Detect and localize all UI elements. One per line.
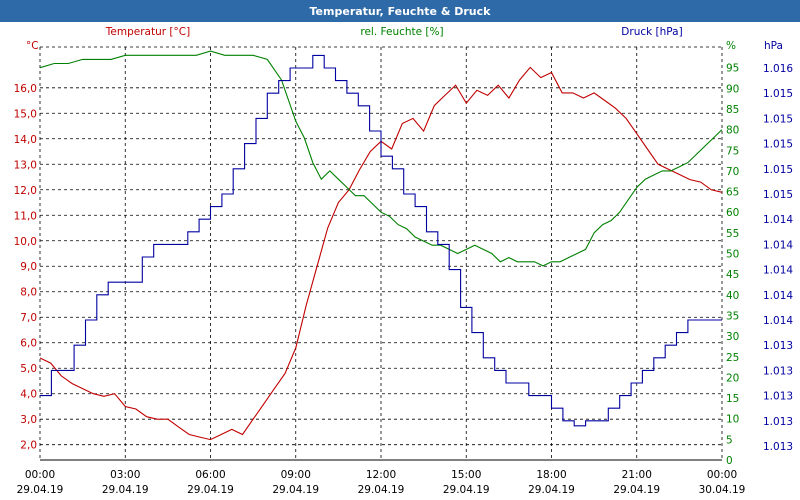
humidity-tick-label: 15 bbox=[726, 393, 739, 405]
x-tick-time: 03:00 bbox=[110, 469, 140, 481]
x-tick-date: 29.04.19 bbox=[443, 484, 490, 496]
x-tick-date: 29.04.19 bbox=[272, 484, 319, 496]
temperature-tick-label: 7,0 bbox=[20, 312, 37, 324]
pressure-tick-label: 1.015 bbox=[763, 189, 793, 201]
pressure-tick-label: 1.013 bbox=[763, 416, 793, 428]
x-tick-date: 29.04.19 bbox=[187, 484, 234, 496]
pressure-axis-ticks: 1.016 1.015 1.015 1.015 1.015 1.015 1.014 1.014… bbox=[763, 63, 793, 453]
x-tick-time: 06:00 bbox=[195, 469, 225, 481]
temperature-tick-label: 10,0 bbox=[14, 236, 37, 248]
humidity-tick-label: 20 bbox=[726, 372, 739, 384]
x-axis-ticks: 00:00 29.04.19 03:00 29.04.19 06:00 29.04.19 0… bbox=[17, 469, 746, 496]
pressure-tick-label: 1.014 bbox=[763, 265, 793, 277]
x-tick-date: 29.04.19 bbox=[102, 484, 149, 496]
humidity-tick-label: 50 bbox=[726, 249, 739, 261]
series bbox=[39, 50, 723, 441]
pressure-tick-label: 1.014 bbox=[763, 315, 793, 327]
x-tick-time: 09:00 bbox=[281, 469, 311, 481]
pressure-tick-label: 1.015 bbox=[763, 113, 793, 125]
x-tick-date: 29.04.19 bbox=[528, 484, 575, 496]
humidity-tick-label: 60 bbox=[726, 207, 739, 219]
temperature-series-label: Temperatur [°C] bbox=[105, 26, 190, 38]
humidity-tick-label: 35 bbox=[726, 310, 739, 322]
title-bar-bg bbox=[0, 0, 800, 22]
pressure-unit-label: hPa bbox=[764, 40, 783, 52]
pressure-series-label: Druck [hPa] bbox=[621, 26, 682, 38]
pressure-tick-label: 1.015 bbox=[763, 164, 793, 176]
x-tick-date: 29.04.19 bbox=[17, 484, 64, 496]
x-tick-date: 29.04.19 bbox=[613, 484, 660, 496]
humidity-tick-label: 0 bbox=[726, 455, 733, 467]
humidity-tick-label: 25 bbox=[726, 352, 739, 364]
temperature-tick-label: 8,0 bbox=[20, 287, 37, 299]
pressure-tick-label: 1.013 bbox=[763, 340, 793, 352]
grid bbox=[39, 46, 723, 461]
temperature-tick-label: 13,0 bbox=[14, 159, 37, 171]
pressure-tick-label: 1.015 bbox=[763, 88, 793, 100]
humidity-tick-label: 65 bbox=[726, 187, 739, 199]
humidity-tick-label: 75 bbox=[726, 145, 739, 157]
pressure-tick-label: 1.013 bbox=[763, 391, 793, 403]
humidity-tick-label: 45 bbox=[726, 269, 739, 281]
title-bar: Temperatur, Feuchte & Druck bbox=[0, 0, 800, 22]
x-tick-date: 29.04.19 bbox=[358, 484, 405, 496]
pressure-tick-label: 1.013 bbox=[763, 441, 793, 453]
chart-title: Temperatur, Feuchte & Druck bbox=[310, 5, 492, 18]
x-tick-time: 15:00 bbox=[451, 469, 481, 481]
temperature-tick-label: 9,0 bbox=[20, 261, 37, 273]
x-tick-time: 18:00 bbox=[536, 469, 566, 481]
legend-labels: °C Temperatur [°C] rel. Feuchte [%] Druc… bbox=[26, 26, 783, 52]
temperature-tick-label: 11,0 bbox=[14, 210, 37, 222]
humidity-series-label: rel. Feuchte [%] bbox=[360, 26, 443, 38]
humidity-tick-label: 55 bbox=[726, 228, 739, 240]
x-tick-time: 00:00 bbox=[25, 469, 55, 481]
humidity-tick-label: 95 bbox=[726, 63, 739, 75]
temperature-tick-label: 15,0 bbox=[14, 108, 37, 120]
pressure-tick-label: 1.014 bbox=[763, 239, 793, 251]
temperature-tick-label: 16,0 bbox=[14, 83, 37, 95]
temperature-tick-label: 3,0 bbox=[20, 414, 37, 426]
temperature-axis-ticks: 2,0 3,0 4,0 5,0 6,0 7,0 8,0 9,0 10,0 11,0 12,0 13,0… bbox=[14, 83, 37, 452]
x-tick-time: 21:00 bbox=[622, 469, 652, 481]
humidity-tick-label: 80 bbox=[726, 125, 739, 137]
x-tick-date: 30.04.19 bbox=[699, 484, 746, 496]
humidity-unit-label: % bbox=[726, 40, 736, 52]
x-tick-time: 12:00 bbox=[366, 469, 396, 481]
temperature-tick-label: 14,0 bbox=[14, 134, 37, 146]
temperature-tick-label: 12,0 bbox=[14, 185, 37, 197]
pressure-tick-label: 1.016 bbox=[763, 63, 793, 75]
humidity-tick-label: 70 bbox=[726, 166, 739, 178]
pressure-tick-label: 1.014 bbox=[763, 290, 793, 302]
humidity-line bbox=[39, 50, 723, 267]
temperature-unit-label: °C bbox=[26, 40, 39, 52]
humidity-tick-label: 40 bbox=[726, 290, 739, 302]
humidity-tick-label: 5 bbox=[726, 434, 733, 446]
humidity-tick-label: 10 bbox=[726, 414, 739, 426]
temperature-tick-label: 5,0 bbox=[20, 363, 37, 375]
humidity-axis-ticks: 0 5 10 15 20 25 30 35 40 45 50 55 60 65 70 75 80 85 90 95% bbox=[726, 40, 739, 467]
pressure-tick-label: 1.015 bbox=[763, 139, 793, 151]
humidity-tick-label: 30 bbox=[726, 331, 739, 343]
temperature-tick-label: 6,0 bbox=[20, 338, 37, 350]
humidity-tick-label: 90 bbox=[726, 83, 739, 95]
temperature-tick-label: 2,0 bbox=[20, 440, 37, 452]
x-tick-time: 00:00 bbox=[707, 469, 737, 481]
pressure-tick-label: 1.013 bbox=[763, 365, 793, 377]
humidity-tick-label: 85 bbox=[726, 104, 739, 116]
temperature-tick-label: 4,0 bbox=[20, 389, 37, 401]
pressure-line bbox=[40, 54, 722, 427]
pressure-tick-label: 1.014 bbox=[763, 214, 793, 226]
